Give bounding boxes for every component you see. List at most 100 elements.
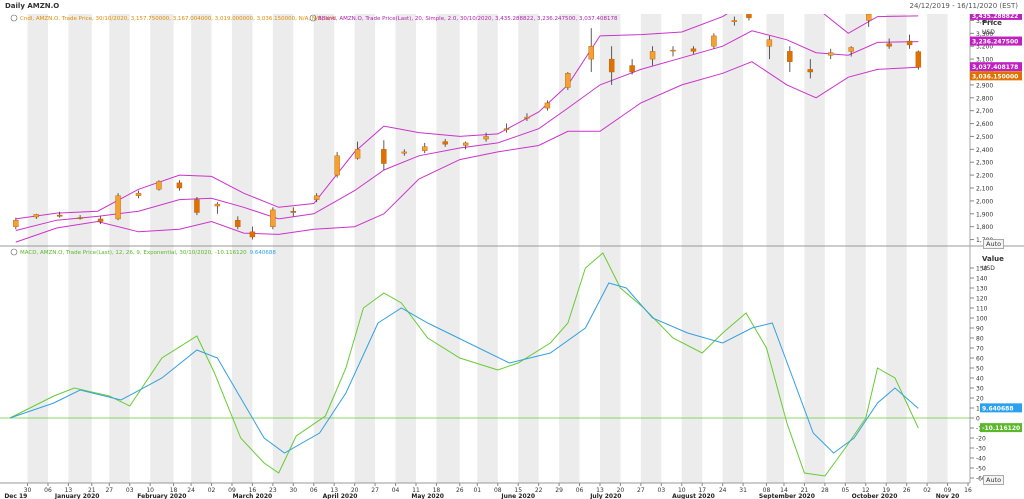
window-title: Daily AMZN.O bbox=[5, 2, 60, 10]
month-label: February 2020 bbox=[137, 493, 186, 499]
macd-legend: MACD, AMZN.O, Trade Price(Last), 12, 26,… bbox=[20, 250, 276, 256]
candle-body bbox=[608, 58, 615, 73]
day-tick-label: 06 bbox=[44, 487, 52, 494]
macd-tick-label: 140 bbox=[976, 276, 988, 283]
candle-body bbox=[194, 199, 200, 213]
week-band bbox=[191, 14, 212, 483]
candle-body bbox=[290, 210, 297, 213]
candle-body bbox=[334, 155, 340, 176]
macd-auto-button[interactable]: Auto bbox=[983, 475, 1005, 485]
day-tick-label: 29 bbox=[555, 487, 563, 494]
candle-body bbox=[807, 69, 813, 73]
week-band bbox=[272, 14, 294, 483]
day-tick-label: 19 bbox=[882, 487, 890, 494]
signal-line bbox=[9, 282, 919, 454]
candle-body bbox=[214, 203, 221, 207]
price-tick-label: 1,800 bbox=[976, 224, 993, 231]
week-band bbox=[927, 14, 948, 483]
candle-body bbox=[865, 13, 872, 21]
month-label: June 2020 bbox=[500, 493, 535, 499]
price-value-tag-text: 3,435.288822 bbox=[972, 13, 1018, 20]
ohlc-legend: Cndl, AMZN.O, Trade Price, 30/10/2020, 3… bbox=[20, 16, 335, 22]
month-label: September 2020 bbox=[759, 493, 815, 499]
candle-body bbox=[766, 39, 773, 47]
price-auto-button[interactable]: Auto bbox=[983, 239, 1005, 249]
macd-value-tag bbox=[980, 403, 1022, 413]
day-tick-label: 16 bbox=[964, 487, 972, 494]
candle-body bbox=[135, 192, 142, 196]
day-tick-label: 16 bbox=[249, 487, 257, 494]
macd-line bbox=[9, 252, 919, 477]
day-tick-label: 26 bbox=[903, 487, 911, 494]
macd-tick-label: 90 bbox=[976, 326, 984, 333]
candle-body bbox=[629, 65, 635, 73]
macd-tick-label: 60 bbox=[976, 356, 984, 363]
candle-body bbox=[156, 181, 162, 190]
day-tick-label: 26 bbox=[456, 487, 464, 494]
month-label: January 2020 bbox=[54, 493, 100, 499]
settings-icon bbox=[309, 14, 317, 22]
candle-body bbox=[13, 220, 19, 227]
candle-body bbox=[588, 46, 594, 60]
candle-body bbox=[77, 217, 83, 219]
day-tick-label: 01 bbox=[473, 487, 481, 494]
date-range: 24/12/2019 - 16/11/2020 (EST) bbox=[909, 2, 1019, 10]
candle-body bbox=[56, 214, 63, 217]
day-tick-label: 09 bbox=[228, 487, 236, 494]
candle-body bbox=[354, 149, 361, 159]
macd-tick-label: 100 bbox=[976, 316, 988, 323]
day-tick-label: 13 bbox=[330, 487, 338, 494]
candle-body bbox=[503, 128, 510, 130]
week-band bbox=[436, 14, 460, 483]
settings-icon bbox=[10, 248, 18, 256]
day-tick-label: 27 bbox=[371, 487, 379, 494]
month-label: August 2020 bbox=[672, 493, 715, 499]
day-tick-label: 20 bbox=[617, 487, 625, 494]
candle-body bbox=[886, 43, 892, 47]
day-tick-label: 21 bbox=[88, 487, 96, 494]
candle-body bbox=[97, 218, 104, 222]
week-band bbox=[109, 14, 130, 483]
candle-body bbox=[442, 141, 448, 145]
day-tick-label: 24 bbox=[187, 487, 195, 494]
candle-body bbox=[848, 47, 854, 52]
week-band bbox=[640, 14, 662, 483]
price-tick-label: 2,600 bbox=[976, 121, 993, 128]
week-band bbox=[599, 14, 621, 483]
day-tick-label: 12 bbox=[862, 487, 870, 494]
price-tick-label: 2,400 bbox=[976, 147, 993, 154]
candle-body bbox=[270, 209, 276, 227]
day-tick-label: 22 bbox=[535, 487, 543, 494]
candle-body bbox=[313, 195, 320, 200]
price-tick-label: 2,800 bbox=[976, 95, 993, 102]
week-band bbox=[313, 14, 335, 483]
day-tick-label: 13 bbox=[65, 487, 73, 494]
candle-body bbox=[906, 40, 913, 46]
month-label: April 2020 bbox=[323, 493, 358, 499]
macd-tick-label: 30 bbox=[976, 386, 984, 393]
week-band bbox=[722, 14, 744, 483]
candle-body bbox=[381, 149, 387, 164]
day-tick-label: 17 bbox=[698, 487, 706, 494]
macd-value-tag-text: 9.640688 bbox=[982, 405, 1014, 412]
day-tick-label: 15 bbox=[514, 487, 522, 494]
week-band bbox=[766, 14, 784, 483]
candle-body bbox=[401, 151, 407, 154]
price-tick-label: 3,300 bbox=[976, 31, 993, 38]
day-tick-label: 03 bbox=[658, 487, 666, 494]
week-band bbox=[150, 14, 174, 483]
macd-legend-prefix: MACD, AMZN.O, Trade Price(Last), 12, 26,… bbox=[20, 250, 213, 256]
candle-body bbox=[711, 35, 717, 47]
price-pane: 1,7001,8001,9002,0002,1002,2002,3002,400… bbox=[0, 0, 1024, 483]
candle-body bbox=[422, 146, 428, 151]
bband-legend: BBand, AMZN.O, Trade Price(Last), 20, Si… bbox=[318, 16, 618, 22]
bband-middle-line bbox=[15, 30, 919, 231]
x-axis: 30 06 13 21 27 03 10 18 24 02 09 16 23 30 06 13 20 27 04 11… bbox=[0, 482, 972, 499]
day-tick-label: 04 bbox=[392, 487, 400, 494]
price-axis-unit: USD bbox=[982, 29, 995, 36]
day-tick-label: 03 bbox=[126, 487, 134, 494]
price-tick-label: 2,500 bbox=[976, 134, 993, 141]
candle-body bbox=[565, 73, 571, 88]
candle-body bbox=[787, 51, 793, 62]
